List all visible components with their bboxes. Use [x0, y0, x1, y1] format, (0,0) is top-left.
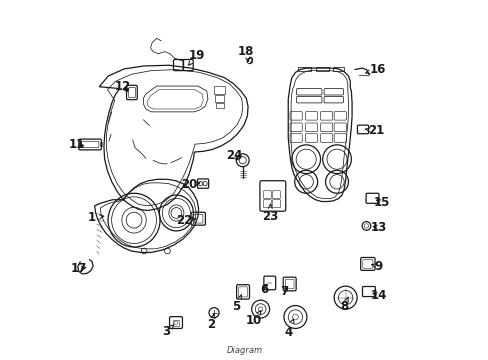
Bar — [315, 67, 328, 71]
Bar — [79, 142, 81, 145]
Bar — [214, 86, 224, 94]
Text: 16: 16 — [365, 63, 386, 76]
Text: 1: 1 — [88, 211, 103, 224]
Text: 17: 17 — [71, 262, 87, 275]
Text: 19: 19 — [188, 49, 205, 65]
Text: 10: 10 — [245, 311, 261, 327]
Bar — [215, 103, 223, 108]
Text: 3: 3 — [162, 325, 173, 338]
Text: 15: 15 — [372, 196, 389, 209]
Bar — [297, 67, 310, 71]
Text: Diagram: Diagram — [226, 346, 262, 355]
Text: 8: 8 — [339, 297, 347, 313]
Text: 20: 20 — [181, 178, 200, 191]
Bar — [215, 95, 224, 102]
Text: 2: 2 — [207, 314, 215, 331]
Text: 18: 18 — [238, 45, 254, 61]
Text: 5: 5 — [232, 294, 241, 313]
Bar — [333, 67, 344, 71]
Text: 13: 13 — [370, 221, 386, 234]
Text: 11: 11 — [68, 138, 84, 151]
Bar — [172, 320, 179, 325]
Text: 7: 7 — [280, 285, 288, 298]
Text: 6: 6 — [260, 283, 268, 296]
Bar — [100, 142, 102, 145]
Text: 9: 9 — [371, 260, 382, 273]
Text: 22: 22 — [176, 214, 195, 227]
Text: 21: 21 — [365, 124, 384, 137]
Text: 12: 12 — [115, 80, 131, 93]
Text: 24: 24 — [226, 149, 242, 162]
Text: 4: 4 — [284, 319, 293, 339]
Text: 14: 14 — [370, 289, 386, 302]
Text: 23: 23 — [262, 204, 278, 223]
